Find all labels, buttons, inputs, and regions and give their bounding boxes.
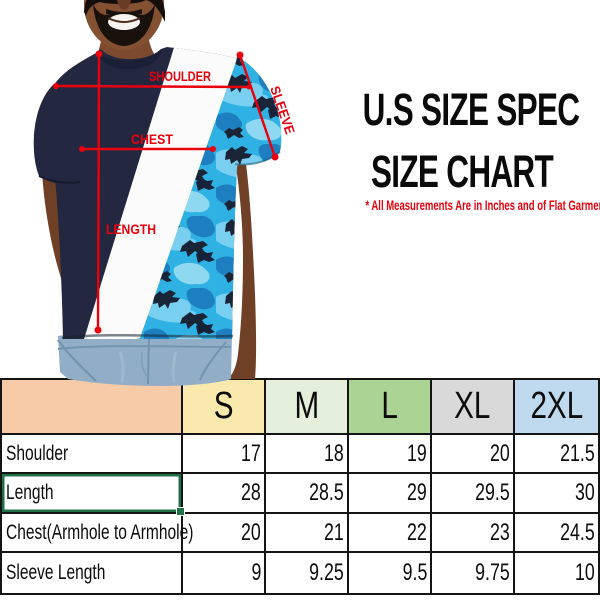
tshirt-white-stripe bbox=[84, 47, 240, 339]
collar bbox=[96, 49, 162, 69]
page-title-line1: U.S SIZE SPEC bbox=[362, 84, 580, 135]
cell-length-s: 28 bbox=[183, 474, 266, 514]
measure-endpoint-dot bbox=[95, 50, 103, 58]
jeans-fly-seam bbox=[147, 337, 150, 385]
cell-length-l: 29 bbox=[349, 474, 432, 514]
value-text: 9.5 bbox=[402, 559, 427, 586]
col-header-2xl-label: 2XL bbox=[530, 385, 583, 427]
cell-sleeve-m: 9.25 bbox=[266, 553, 349, 593]
cell-chest-m: 21 bbox=[266, 514, 349, 553]
cell-shoulder-s: 17 bbox=[183, 435, 266, 474]
cell-chest-2xl: 24.5 bbox=[515, 514, 598, 553]
value-text: 18 bbox=[324, 439, 344, 467]
value-text: 23 bbox=[490, 518, 510, 546]
value-text: 21.5 bbox=[560, 439, 595, 467]
row-label-length-text: Length bbox=[6, 481, 54, 504]
value-text: 24.5 bbox=[560, 518, 595, 546]
left-sleeve-hem bbox=[38, 175, 81, 184]
jeans-waistband-seam bbox=[57, 345, 232, 350]
col-header-s: S bbox=[183, 380, 266, 435]
left-sleeve bbox=[33, 84, 83, 186]
row-label-sleeve-length-text: Sleeve Length bbox=[6, 561, 106, 584]
cell-shoulder-xl: 20 bbox=[432, 435, 515, 474]
jeans bbox=[58, 331, 232, 386]
value-text: 22 bbox=[407, 518, 427, 546]
model-photo: SHOULDER CHEST LENGTH SLEEVE bbox=[33, 0, 298, 386]
cell-length-xl: 29.5 bbox=[432, 474, 515, 514]
right-arm bbox=[227, 160, 257, 379]
measure-endpoint-dot bbox=[236, 51, 244, 59]
shoulder-measure-line bbox=[55, 84, 250, 89]
hair bbox=[84, 0, 165, 22]
length-measure-line bbox=[96, 53, 101, 331]
col-header-2xl: 2XL bbox=[515, 380, 598, 435]
size-spec-table: S M L XL 2XL Shoulder 17 18 19 20 21.5 L… bbox=[0, 378, 600, 595]
value-text: 28 bbox=[241, 479, 261, 506]
value-text: 9.25 bbox=[309, 559, 344, 586]
col-header-xl: XL bbox=[432, 380, 515, 435]
cell-chest-l: 22 bbox=[349, 514, 432, 553]
value-text: 21 bbox=[324, 518, 344, 546]
row-label-chest-text: Chest(Armhole to Armhole) bbox=[6, 520, 194, 544]
cell-sleeve-s: 9 bbox=[183, 553, 266, 593]
cell-length-m: 28.5 bbox=[266, 474, 349, 514]
row-label-shoulder: Shoulder bbox=[2, 435, 183, 474]
upper-lip bbox=[107, 17, 141, 23]
jeans-pocket-seam-right bbox=[199, 341, 227, 381]
value-text: 29.5 bbox=[475, 479, 510, 506]
measure-endpoint-dot bbox=[94, 326, 102, 334]
measurement-annotations bbox=[53, 50, 279, 334]
measure-endpoint-dot bbox=[79, 146, 85, 152]
value-text: 17 bbox=[241, 439, 261, 467]
row-label-shoulder-text: Shoulder bbox=[6, 441, 69, 465]
value-text: 9.75 bbox=[475, 559, 510, 586]
cell-sleeve-l: 9.5 bbox=[349, 553, 432, 593]
jeans-highlight bbox=[118, 351, 178, 383]
length-measure-label: LENGTH bbox=[106, 222, 156, 237]
cell-shoulder-m: 18 bbox=[266, 435, 349, 474]
value-text: 9 bbox=[251, 559, 261, 586]
col-header-s-label: S bbox=[213, 385, 234, 427]
col-header-m-label: M bbox=[294, 385, 319, 427]
value-text: 29 bbox=[407, 479, 427, 506]
corner-header-cell bbox=[2, 380, 183, 435]
cell-sleeve-2xl: 10 bbox=[515, 553, 598, 593]
sleeve-measure-line bbox=[238, 54, 277, 158]
col-header-l: L bbox=[349, 380, 432, 435]
value-text: 20 bbox=[241, 518, 261, 546]
col-header-m: M bbox=[266, 380, 349, 435]
cell-shoulder-l: 19 bbox=[349, 435, 432, 474]
jeans-pocket-seam-left bbox=[57, 339, 97, 382]
value-text: 30 bbox=[575, 479, 595, 506]
cell-shoulder-2xl: 21.5 bbox=[515, 435, 598, 474]
row-label-sleeve-length: Sleeve Length bbox=[2, 553, 183, 593]
cell-sleeve-xl: 9.75 bbox=[432, 553, 515, 593]
chest-measure-label: CHEST bbox=[131, 132, 174, 147]
mustache bbox=[106, 9, 142, 17]
measurement-note: * All Measurements Are in Inches and of … bbox=[365, 197, 600, 213]
nose bbox=[117, 0, 131, 10]
row-label-chest: Chest(Armhole to Armhole) bbox=[2, 514, 193, 553]
jeans-fly-curve bbox=[140, 351, 149, 379]
measure-endpoint-dot bbox=[210, 146, 216, 152]
right-sleeve bbox=[230, 57, 282, 165]
value-text: 19 bbox=[407, 439, 427, 467]
cell-chest-xl: 23 bbox=[432, 514, 515, 553]
value-text: 28.5 bbox=[309, 479, 344, 506]
cell-length-2xl: 30 bbox=[515, 474, 598, 514]
col-header-xl-label: XL bbox=[454, 385, 491, 427]
page-title-line2: SIZE CHART bbox=[371, 146, 554, 197]
measure-endpoint-dot bbox=[271, 153, 279, 161]
row-label-length: Length bbox=[2, 474, 185, 516]
value-text: 20 bbox=[490, 439, 510, 467]
hem-shadow bbox=[61, 334, 234, 340]
shoulder-measure-label: SHOULDER bbox=[149, 69, 211, 84]
selection-fill-handle bbox=[176, 507, 185, 516]
cell-chest-s: 20 bbox=[183, 514, 266, 553]
tshirt-camo-panel bbox=[120, 47, 252, 339]
measure-endpoint-dot bbox=[53, 83, 59, 89]
col-header-l-label: L bbox=[381, 385, 398, 427]
value-text: 10 bbox=[575, 559, 595, 586]
